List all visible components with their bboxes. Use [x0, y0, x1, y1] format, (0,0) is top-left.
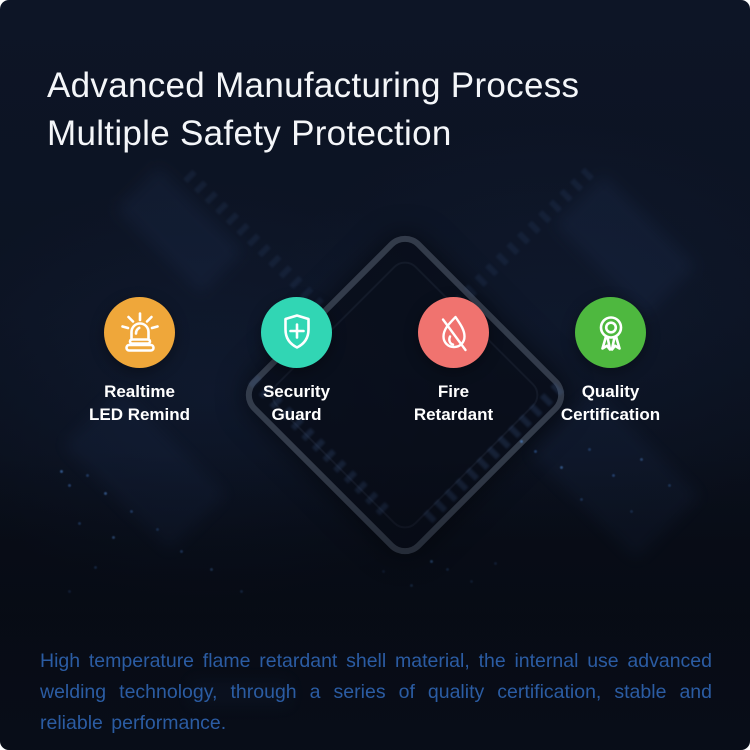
circuit-pad [554, 174, 696, 316]
chip-pins [183, 169, 327, 314]
feature-label-line1: Fire [437, 382, 470, 401]
chip-pins [453, 164, 597, 309]
glow-dots [60, 470, 63, 473]
footer-description: High temperature flame retardant shell m… [40, 650, 712, 734]
feature-label-line2: Retardant [413, 405, 494, 424]
glow-dots [520, 440, 523, 443]
page-title: Advanced Manufacturing Process Multiple … [47, 62, 720, 158]
feature-quality-certification: Quality Certification [532, 297, 689, 426]
feature-security-guard: Security Guard [218, 297, 375, 426]
feature-label-line1: Security [262, 382, 331, 401]
feature-label: Fire Retardant [414, 380, 493, 426]
title-line-2: Multiple Safety Protection [47, 114, 452, 153]
circuit-pad [116, 166, 244, 294]
feature-realtime-led-remind: Realtime LED Remind [61, 297, 218, 426]
title-line-1: Advanced Manufacturing Process [47, 66, 580, 105]
feature-label: Quality Certification [561, 380, 660, 426]
no-flame-icon [418, 297, 489, 368]
medal-ribbon-icon [575, 297, 646, 368]
feature-label-line2: Guard [271, 405, 322, 424]
shield-plus-icon [261, 297, 332, 368]
feature-label: Security Guard [263, 380, 330, 426]
feature-row: Realtime LED Remind Security Guard [0, 297, 750, 426]
feature-label-line1: Realtime [104, 382, 175, 401]
feature-label: Realtime LED Remind [89, 380, 190, 426]
feature-fire-retardant: Fire Retardant [375, 297, 532, 426]
feature-label-line2: Certification [560, 405, 661, 424]
glow-dots [430, 560, 433, 563]
feature-label-line2: LED Remind [88, 405, 191, 424]
feature-label-line1: Quality [581, 382, 640, 401]
siren-led-icon [104, 297, 175, 368]
